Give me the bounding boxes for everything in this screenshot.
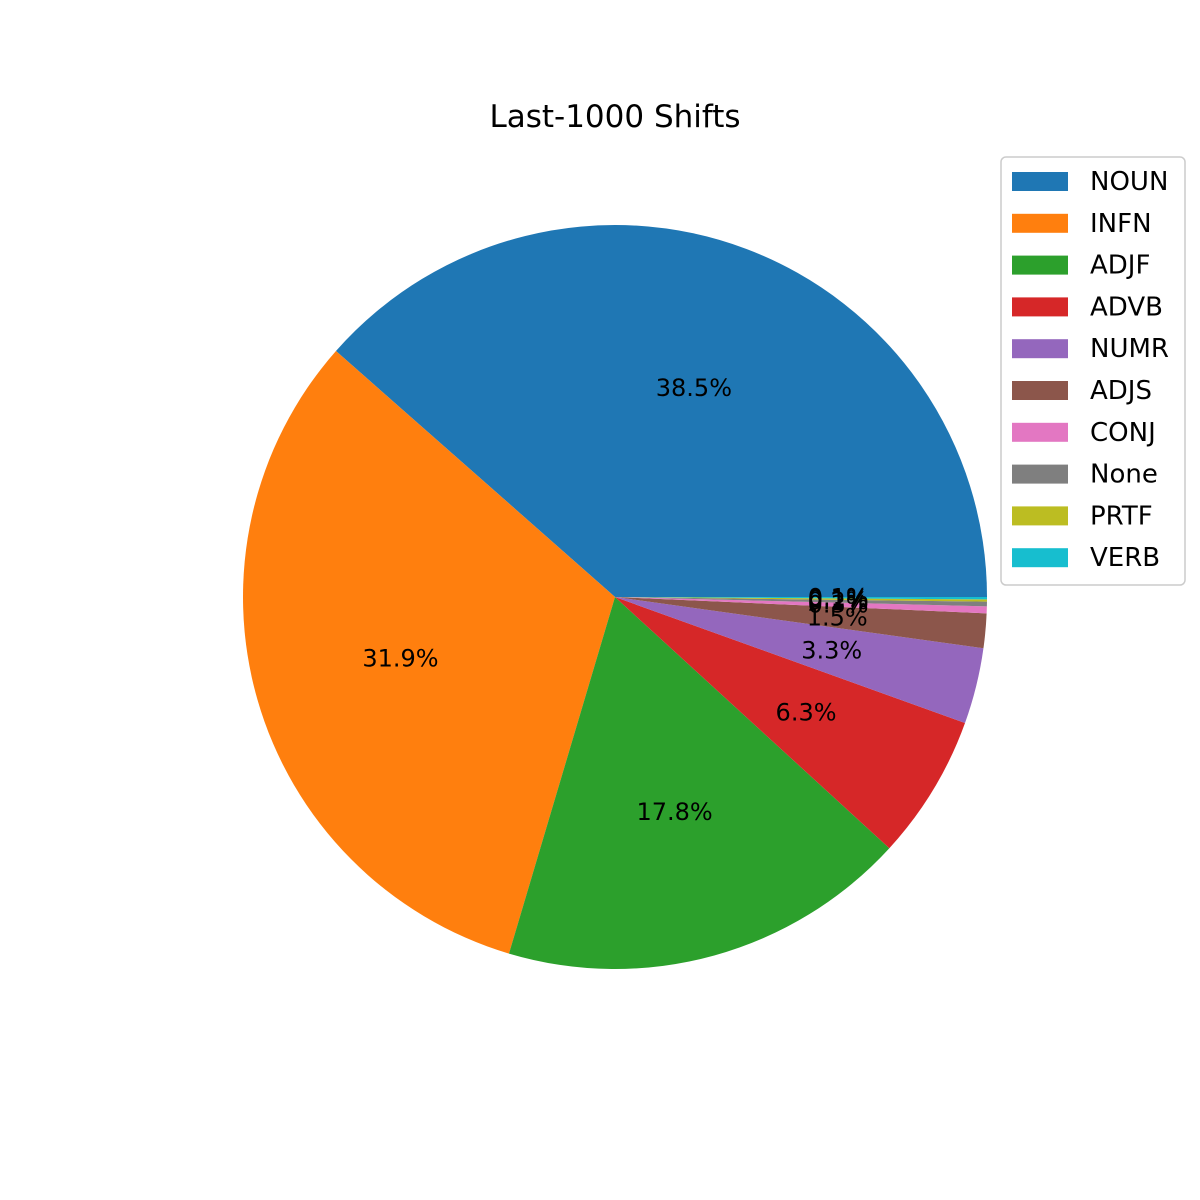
pie-slice-numr [615, 597, 984, 724]
pie-slice-noun [335, 224, 988, 597]
legend-label-prtf: PRTF [1090, 501, 1153, 531]
pct-label-adjs: 1.5% [807, 603, 868, 631]
pie-slice-none [615, 597, 987, 607]
legend-label-advb: ADVB [1090, 292, 1163, 322]
pct-label-advb: 6.3% [776, 698, 837, 726]
pie-slices [242, 224, 988, 969]
pie-slice-adjf [508, 597, 890, 969]
legend: NOUN INFN ADJF ADVB NUMR ADJS CONJ None PRTF VERB [1000, 156, 1186, 586]
legend-label-none: None [1090, 460, 1158, 490]
legend-label-noun: NOUN [1090, 167, 1168, 197]
percentage-labels: 38.5%31.9%17.8%6.3%3.3%1.5%0.3%0.2%0.1%0… [362, 374, 868, 826]
pct-label-adjf: 17.8% [636, 798, 712, 826]
pie-slice-verb [615, 597, 987, 600]
legend-label-numr: NUMR [1090, 334, 1169, 364]
legend-swatch-conj [1012, 422, 1068, 442]
legend-swatch-adjf [1012, 255, 1068, 275]
pie-slice-adjs [615, 597, 987, 649]
pct-label-none: 0.2% [808, 587, 869, 615]
pct-label-verb: 0.1% [808, 584, 869, 612]
legend-swatch-none [1012, 464, 1068, 484]
legend-label-conj: CONJ [1090, 418, 1156, 448]
pie-slice-prtf [615, 597, 987, 602]
legend-swatch-infn [1012, 213, 1068, 233]
legend-label-infn: INFN [1090, 209, 1152, 239]
pct-label-conj: 0.3% [808, 591, 869, 619]
pct-label-noun: 38.5% [656, 374, 732, 402]
pie-slice-infn [242, 350, 615, 954]
pct-label-infn: 31.9% [362, 645, 438, 673]
pct-label-numr: 3.3% [801, 636, 862, 664]
legend-swatch-noun [1012, 172, 1068, 191]
pct-label-prtf: 0.1% [808, 585, 869, 613]
legend-swatch-prtf [1012, 506, 1068, 526]
legend-swatch-verb [1012, 548, 1068, 568]
chart-title: Last-1000 Shifts [489, 99, 740, 135]
legend-label-verb: VERB [1090, 543, 1160, 573]
legend-label-adjs: ADJS [1090, 376, 1152, 406]
legend-swatch-advb [1012, 297, 1068, 317]
legend-items: NOUN INFN ADJF ADVB NUMR ADJS CONJ None PRTF VERB [1012, 167, 1169, 573]
legend-label-adjf: ADJF [1090, 251, 1150, 281]
pie-slice-advb [615, 597, 966, 849]
legend-swatch-adjs [1012, 381, 1068, 400]
legend-swatch-numr [1012, 339, 1068, 359]
pie-slice-conj [615, 597, 987, 614]
